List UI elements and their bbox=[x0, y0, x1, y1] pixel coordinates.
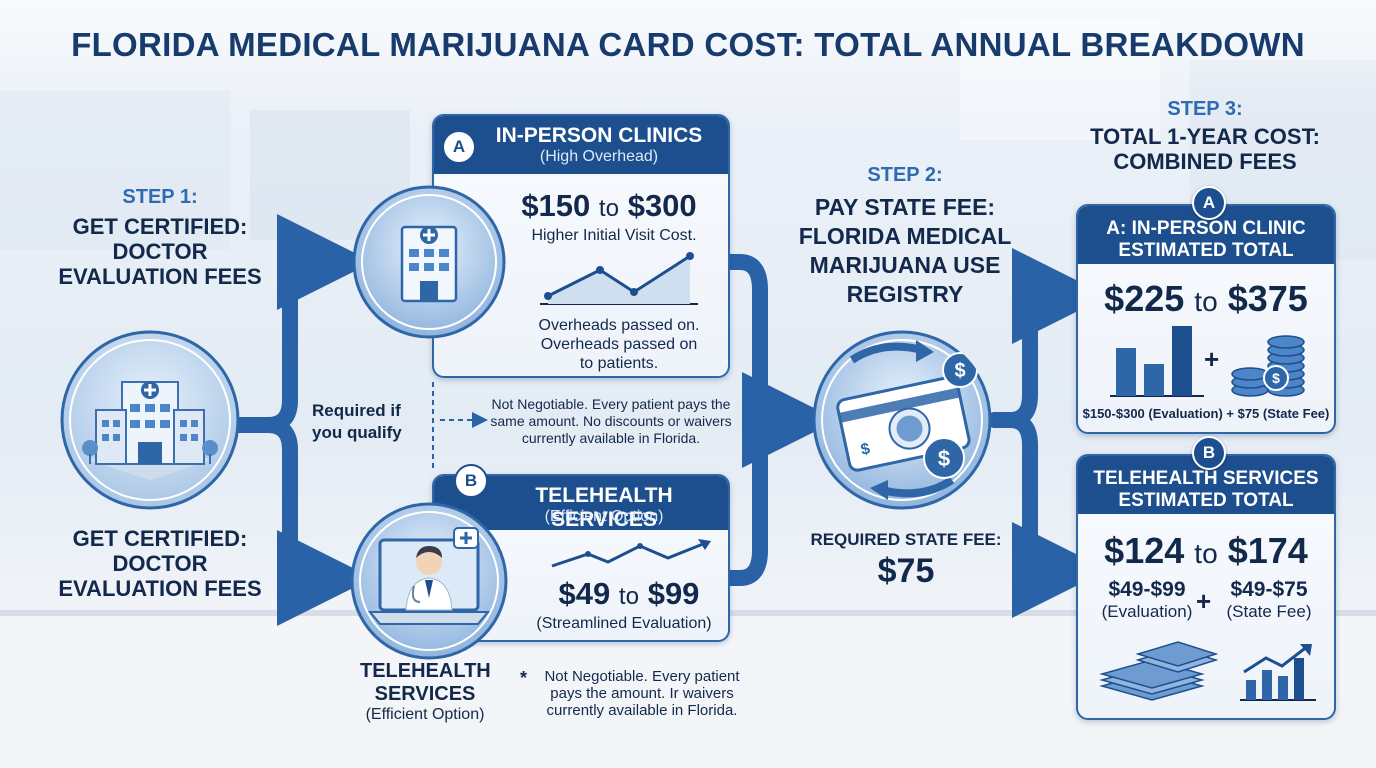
panel-a-subtitle: (High Overhead) bbox=[539, 148, 659, 165]
page-title: FLORIDA MEDICAL MARIJUANA CARD COST: TOT… bbox=[71, 26, 1305, 63]
panel-b-price-low: $49 bbox=[558, 576, 611, 611]
bar-chart-icon bbox=[1110, 326, 1204, 397]
step3-label: STEP 3: bbox=[1167, 98, 1243, 120]
step1-title-top: GET CERTIFIED: DOCTOR EVALUATION FEES bbox=[58, 214, 262, 289]
panel-a-note-line3: to patients. bbox=[579, 355, 659, 372]
coin-stack-icon: $ bbox=[1231, 335, 1305, 397]
panel-a-caption: Higher Initial Visit Cost. bbox=[531, 227, 697, 244]
total-a-badge: A bbox=[1192, 186, 1226, 220]
hospital-icon bbox=[60, 330, 240, 510]
panel-a-note-line2: Overheads passed on bbox=[540, 336, 698, 353]
total-b-title: TELEHEALTH SERVICES ESTIMATED TOTAL bbox=[1093, 468, 1319, 511]
total-b-price-to: to bbox=[1194, 538, 1218, 569]
trend-line-small-icon bbox=[551, 539, 711, 568]
panel-a-price-high: $300 bbox=[627, 188, 697, 223]
step2-label: STEP 2: bbox=[867, 164, 943, 186]
total-b-right-label: (State Fee) bbox=[1226, 602, 1312, 621]
total-b-badge: B bbox=[1192, 436, 1226, 470]
footnote-star: * bbox=[520, 668, 528, 688]
panel-b-price: $49 to $99 bbox=[534, 576, 724, 612]
doctor-laptop-icon bbox=[350, 502, 508, 660]
panel-a-price-low: $150 bbox=[521, 188, 591, 223]
step3-title: TOTAL 1-YEAR COST: COMBINED FEES bbox=[1090, 124, 1320, 174]
panel-a-header: A IN-PERSON CLINICS (High Overhead) bbox=[434, 116, 728, 174]
panel-a-note-line1: Overheads passed on. bbox=[538, 317, 700, 334]
panel-b-price-to: to bbox=[618, 583, 640, 610]
trend-line-icon bbox=[540, 252, 698, 305]
step1-label: STEP 1: bbox=[122, 186, 198, 208]
required-note: Required if you qualify bbox=[312, 401, 402, 442]
panel-a-price-to: to bbox=[598, 195, 620, 222]
total-a-plus: + bbox=[1204, 344, 1220, 374]
total-b-right-amount: $49-$75 bbox=[1230, 578, 1308, 601]
total-b-plus: + bbox=[1196, 586, 1212, 616]
panel-b-subtitle: (Efficient Option) bbox=[544, 508, 664, 525]
footnote-note: Not Negotiable. Every patient pays the a… bbox=[544, 668, 740, 719]
growth-chart-icon bbox=[1240, 644, 1316, 701]
badge-a: A bbox=[442, 130, 476, 164]
total-a-title: A: IN-PERSON CLINIC ESTIMATED TOTAL bbox=[1106, 218, 1306, 261]
telehealth-below-label: TELEHEALTH SERVICES (Efficient Option) bbox=[360, 660, 491, 724]
total-b-price-low: $124 bbox=[1104, 530, 1185, 571]
total-b-right: $49-$75 (State Fee) bbox=[1214, 578, 1324, 622]
state-card-icon: $ $ $ bbox=[812, 330, 992, 510]
total-a-price: $225 to $375 bbox=[1078, 278, 1334, 320]
total-a-price-high: $375 bbox=[1227, 278, 1308, 319]
state-fee-label: REQUIRED STATE FEE: bbox=[810, 530, 1002, 549]
not-negotiable-note: Not Negotiable. Every patient pays the s… bbox=[490, 396, 732, 446]
svg-text:$: $ bbox=[859, 440, 871, 458]
total-in-person-panel: A: IN-PERSON CLINIC ESTIMATED TOTAL $225… bbox=[1076, 204, 1336, 434]
step2-title: PAY STATE FEE: FLORIDA MEDICAL MARIJUANA… bbox=[798, 194, 1012, 307]
badge-b: B bbox=[454, 464, 488, 498]
total-a-formula: $150-$300 (Evaluation) + $75 (State Fee) bbox=[1082, 406, 1330, 421]
panel-b-price-high: $99 bbox=[647, 576, 700, 611]
total-b-price-high: $174 bbox=[1227, 530, 1308, 571]
clinic-building-icon bbox=[352, 185, 507, 340]
telehealth-below-sub: (Efficient Option) bbox=[365, 706, 485, 723]
total-b-header: TELEHEALTH SERVICES ESTIMATED TOTAL bbox=[1078, 456, 1334, 514]
panel-a-price: $150 to $300 bbox=[494, 188, 724, 224]
total-telehealth-panel: TELEHEALTH SERVICES ESTIMATED TOTAL $124… bbox=[1076, 454, 1336, 720]
total-b-left-amount: $49-$99 bbox=[1108, 578, 1186, 601]
panel-b-caption: (Streamlined Evaluation) bbox=[536, 615, 712, 632]
telehealth-below-title: TELEHEALTH SERVICES bbox=[360, 660, 491, 705]
total-b-left-label: (Evaluation) bbox=[1101, 602, 1193, 621]
step1-title-bottom: GET CERTIFIED: DOCTOR EVALUATION FEES bbox=[58, 526, 262, 601]
cash-stack-icon bbox=[1099, 641, 1218, 701]
svg-text:$: $ bbox=[1272, 370, 1280, 386]
panel-b-header: B TELEHEALTH SERVICES (Efficient Option) bbox=[434, 464, 728, 531]
total-a-price-low: $225 bbox=[1104, 278, 1185, 319]
panel-a-title: IN-PERSON CLINICS bbox=[495, 124, 703, 147]
panel-b-title: TELEHEALTH SERVICES bbox=[535, 484, 673, 531]
total-b-left: $49-$99 (Evaluation) bbox=[1092, 578, 1202, 622]
total-b-price: $124 to $174 bbox=[1078, 530, 1334, 572]
state-fee-value: $75 bbox=[877, 552, 935, 590]
total-a-price-to: to bbox=[1194, 286, 1218, 317]
svg-text:$: $ bbox=[938, 446, 950, 471]
panel-a-note: Overheads passed on. Overheads passed on… bbox=[514, 316, 724, 373]
svg-text:$: $ bbox=[954, 360, 965, 382]
